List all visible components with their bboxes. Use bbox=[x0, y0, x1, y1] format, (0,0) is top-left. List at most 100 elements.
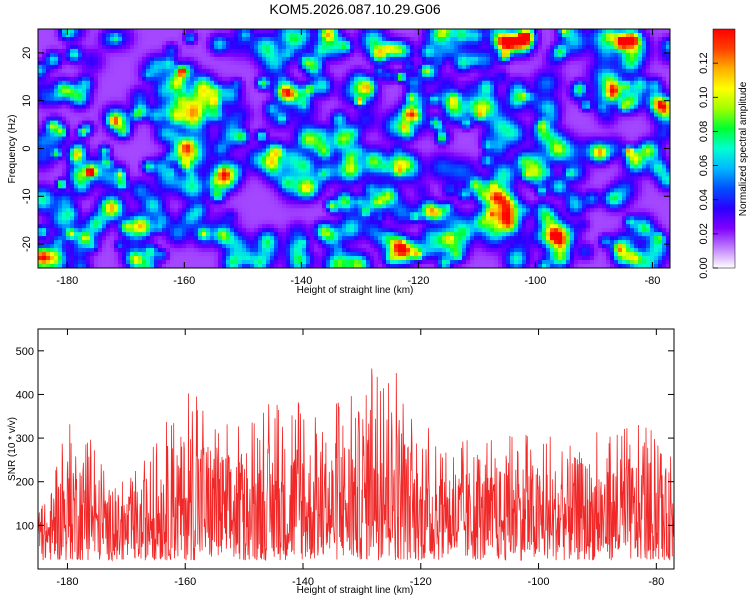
heatmap-cell bbox=[598, 140, 603, 145]
heatmap-cell bbox=[202, 40, 207, 46]
heatmap-cell bbox=[262, 88, 267, 94]
heatmap-cell bbox=[418, 132, 423, 137]
heatmap-cell bbox=[562, 80, 567, 86]
heatmap-cell bbox=[266, 44, 271, 50]
heatmap-cell bbox=[550, 92, 555, 98]
heatmap-cell bbox=[586, 132, 591, 137]
heatmap-cell bbox=[506, 84, 511, 90]
heatmap-cell bbox=[38, 72, 43, 78]
heatmap-cell bbox=[330, 140, 335, 145]
heatmap-cell bbox=[226, 136, 231, 141]
heatmap-cell bbox=[126, 144, 131, 149]
heatmap-cell bbox=[302, 84, 307, 90]
heatmap-cell bbox=[654, 68, 659, 74]
heatmap-cell bbox=[282, 152, 287, 157]
heatmap-cell bbox=[270, 84, 275, 90]
heatmap-cell bbox=[278, 56, 283, 62]
heatmap-cell bbox=[582, 96, 587, 102]
heatmap-cell bbox=[82, 124, 87, 129]
heatmap-cell bbox=[318, 56, 323, 62]
heatmap-cell bbox=[294, 32, 299, 38]
heatmap-cell bbox=[522, 136, 527, 141]
heatmap-cell bbox=[282, 116, 287, 122]
heatmap-cell bbox=[38, 84, 43, 90]
heatmap-cell bbox=[474, 92, 479, 98]
heatmap-cell bbox=[318, 76, 323, 82]
heatmap-cell bbox=[242, 32, 247, 38]
heatmap-cell bbox=[462, 124, 467, 129]
heatmap-cell bbox=[486, 108, 491, 114]
heatmap-cell bbox=[334, 40, 339, 46]
heatmap-cell bbox=[558, 136, 563, 141]
heatmap-cell bbox=[374, 72, 379, 78]
heatmap-cell bbox=[230, 72, 235, 78]
heatmap-cell bbox=[274, 144, 279, 149]
heatmap-cell bbox=[442, 72, 447, 78]
heatmap-cell bbox=[610, 32, 615, 38]
heatmap-cell bbox=[102, 100, 107, 106]
heatmap-cell bbox=[46, 132, 51, 137]
heatmap-cell bbox=[594, 144, 599, 149]
heatmap-cell bbox=[46, 128, 51, 133]
heatmap-cell bbox=[546, 48, 551, 54]
heatmap-cell bbox=[546, 72, 551, 78]
heatmap-cell bbox=[666, 60, 670, 66]
heatmap-cell bbox=[42, 148, 47, 153]
heatmap-cell bbox=[558, 84, 563, 90]
heatmap-cell bbox=[210, 92, 215, 98]
heatmap-cell bbox=[498, 140, 503, 145]
heatmap-cell bbox=[330, 116, 335, 122]
heatmap-cell bbox=[346, 29, 351, 34]
heatmap-cell bbox=[294, 88, 299, 94]
heatmap-cell bbox=[290, 36, 295, 42]
heatmap-cell bbox=[190, 48, 195, 54]
heatmap-cell bbox=[294, 100, 299, 106]
heatmap-cell bbox=[270, 40, 275, 46]
heatmap-cell bbox=[630, 120, 635, 125]
heatmap-cell bbox=[494, 148, 499, 153]
heatmap-cell bbox=[278, 116, 283, 122]
heatmap-cell bbox=[482, 84, 487, 90]
heatmap-cell bbox=[170, 108, 175, 114]
heatmap-cell bbox=[534, 32, 539, 38]
heatmap-cell bbox=[370, 48, 375, 54]
heatmap-cell bbox=[162, 144, 167, 149]
heatmap-cell bbox=[418, 148, 423, 153]
heatmap-cell bbox=[222, 92, 227, 98]
heatmap-cell bbox=[482, 120, 487, 125]
heatmap-cell bbox=[166, 48, 171, 54]
heatmap-cell bbox=[206, 80, 211, 86]
heatmap-cell bbox=[338, 96, 343, 102]
heatmap-cell bbox=[314, 124, 319, 129]
heatmap-cell bbox=[598, 84, 603, 90]
heatmap-cell bbox=[610, 76, 615, 82]
heatmap-cell bbox=[318, 104, 323, 110]
heatmap-cell bbox=[262, 80, 267, 86]
heatmap-cell bbox=[238, 68, 243, 74]
heatmap-cell bbox=[514, 56, 519, 62]
heatmap-cell bbox=[418, 108, 423, 114]
heatmap-cell bbox=[458, 132, 463, 137]
heatmap-cell bbox=[618, 100, 623, 106]
heatmap-cell bbox=[250, 104, 255, 110]
heatmap-cell bbox=[90, 32, 95, 38]
heatmap-cell bbox=[634, 108, 639, 114]
heatmap-cell bbox=[654, 144, 659, 149]
heatmap-cell bbox=[110, 48, 115, 54]
heatmap-cell bbox=[558, 140, 563, 145]
heatmap-cell bbox=[510, 104, 515, 110]
heatmap-cell bbox=[530, 128, 535, 133]
heatmap-cell bbox=[598, 44, 603, 50]
heatmap-cell bbox=[342, 116, 347, 122]
heatmap-cell bbox=[414, 68, 419, 74]
heatmap-cell bbox=[182, 124, 187, 129]
heatmap-cell bbox=[646, 124, 651, 129]
heatmap-cell bbox=[390, 68, 395, 74]
heatmap-cell bbox=[582, 116, 587, 122]
heatmap-cell bbox=[654, 112, 659, 118]
heatmap-cell bbox=[98, 96, 103, 102]
heatmap-cell bbox=[338, 29, 343, 34]
heatmap-cell bbox=[250, 60, 255, 66]
heatmap-cell bbox=[378, 64, 383, 70]
heatmap-cell bbox=[74, 148, 79, 153]
